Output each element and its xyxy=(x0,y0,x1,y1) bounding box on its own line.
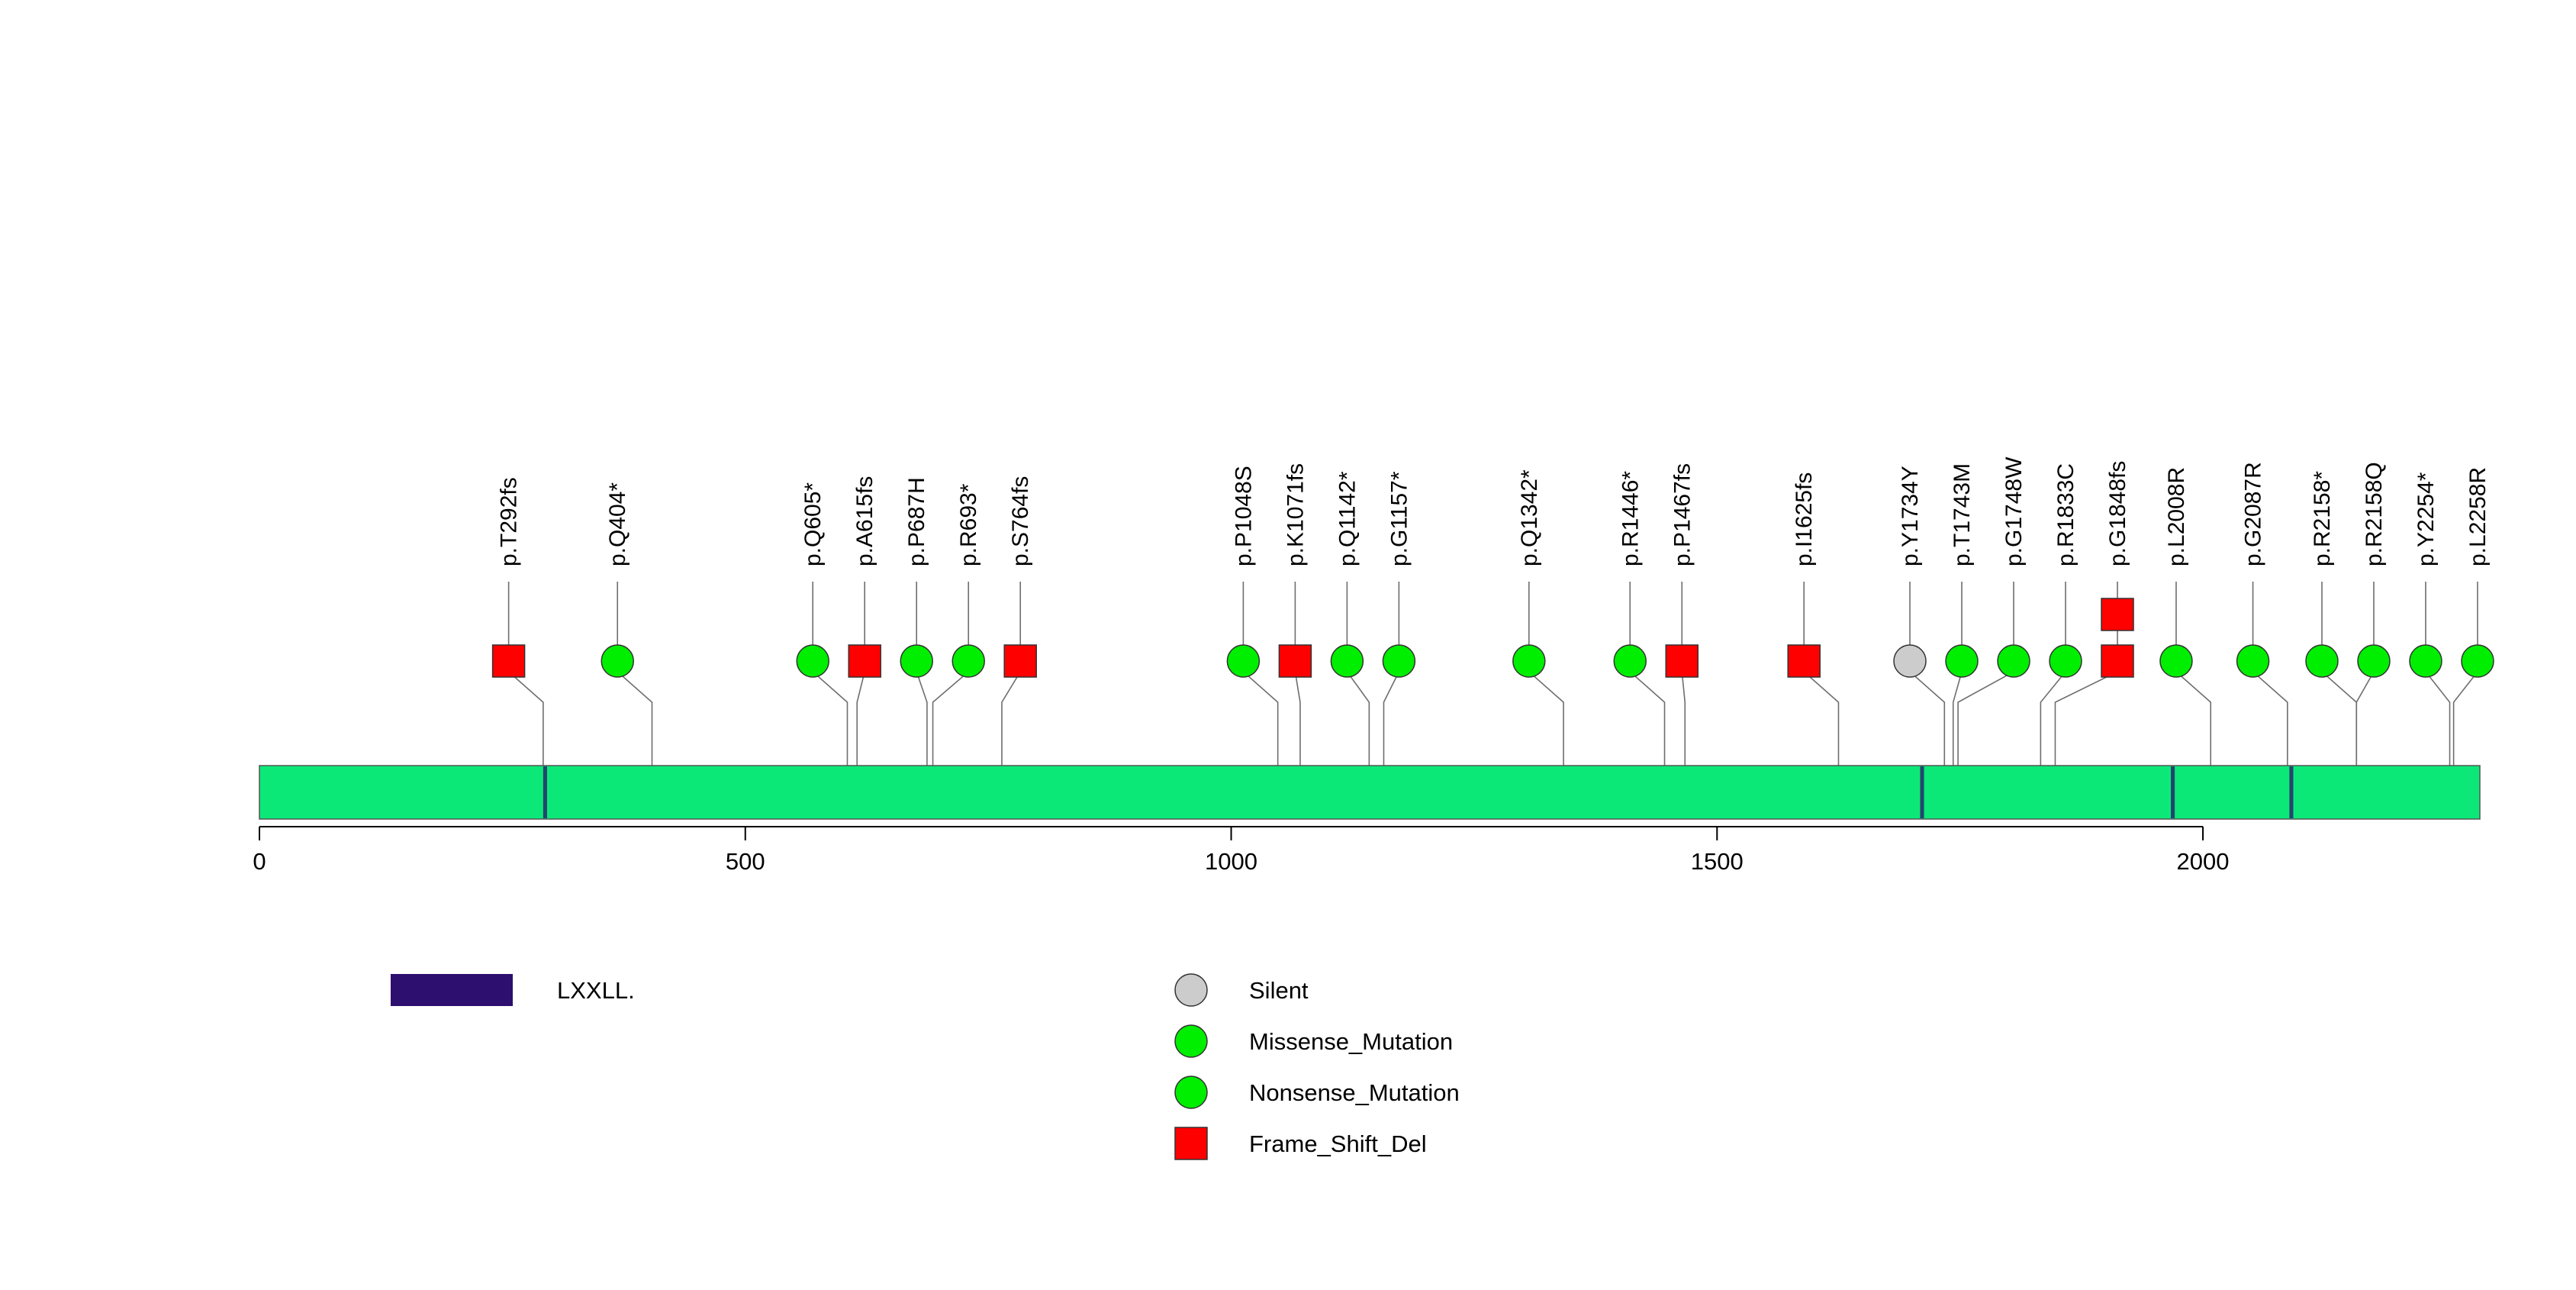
protein-bar xyxy=(259,765,2481,820)
mutation-label: p.R2158* xyxy=(2310,471,2335,566)
domain-0 xyxy=(543,766,547,818)
mutation-marker xyxy=(2101,644,2134,678)
mutation-marker xyxy=(2409,644,2442,678)
mutation-marker xyxy=(601,644,634,678)
x-tick-label: 2000 xyxy=(2177,848,2230,875)
mutation-marker xyxy=(1613,644,1647,678)
mutation-label: p.P1467fs xyxy=(1670,463,1695,566)
x-tick-label: 500 xyxy=(726,848,765,875)
legend-type-swatch xyxy=(1174,1127,1208,1160)
protein-track xyxy=(259,765,2481,820)
mutation-marker xyxy=(2159,644,2193,678)
domain-3 xyxy=(2289,766,2294,818)
mutation-labels: p.T292fs p.Q404* p.Q605* p.A615fs p.P687H p.R… xyxy=(497,456,2491,566)
mutation-marker xyxy=(848,644,881,678)
x-tick-label: 0 xyxy=(253,848,266,875)
mutation-marker xyxy=(1945,644,1979,678)
mutation-label: p.L2008R xyxy=(2164,467,2189,566)
legend-type-label: Nonsense_Mutation xyxy=(1249,1079,1460,1106)
domain-1 xyxy=(1920,766,1924,818)
mutation-marker xyxy=(796,644,829,678)
mutation-marker xyxy=(2461,644,2494,678)
mutation-label: p.K1071fs xyxy=(1283,463,1308,566)
legend-type-label: Silent xyxy=(1249,977,1309,1004)
mutation-marker xyxy=(1330,644,1364,678)
mutation-label: p.G1748W xyxy=(2001,456,2027,566)
x-axis: 0 500 1000 1500 2000 xyxy=(253,826,2230,875)
mutation-marker xyxy=(2357,644,2391,678)
mutation-marker xyxy=(1787,644,1821,678)
mutation-markers xyxy=(491,598,2494,678)
mutation-marker xyxy=(491,644,526,678)
mutation-label: p.G2087R xyxy=(2241,462,2266,566)
mutation-label: p.Q1342* xyxy=(1517,469,1542,566)
legend-type-swatch xyxy=(1174,1024,1208,1058)
mutation-marker xyxy=(2049,644,2082,678)
mutation-label: p.R2158Q xyxy=(2362,462,2387,566)
mutation-marker xyxy=(952,644,985,678)
mutation-marker xyxy=(1226,644,1261,678)
mutation-marker xyxy=(1665,644,1699,678)
mutation-label: p.Q605* xyxy=(800,482,826,566)
mutation-marker xyxy=(1512,644,1546,678)
mutation-label: p.Q1142* xyxy=(1335,471,1360,566)
mutation-label: p.I1625fs xyxy=(1792,472,1817,566)
mutation-label: p.R1833C xyxy=(2053,463,2079,566)
mutation-label: p.G1157* xyxy=(1386,471,1412,566)
mutation-marker xyxy=(900,644,933,678)
x-tick-label: 1000 xyxy=(1205,848,1257,875)
mutation-marker xyxy=(2101,598,2134,631)
legend-type-swatch xyxy=(1174,1076,1208,1109)
mutation-marker xyxy=(1382,644,1416,678)
legend: LXXLL. Silent Missense_Mutation Nonsense_Mu… xyxy=(391,973,1460,1160)
mutation-marker xyxy=(1278,644,1312,678)
mutation-label: p.R693* xyxy=(956,483,981,566)
legend-domain-label: LXXLL. xyxy=(557,977,635,1004)
mutation-label: p.L2258R xyxy=(2465,467,2491,566)
mutation-marker xyxy=(1003,644,1037,678)
mutation-label: p.Q404* xyxy=(605,482,630,566)
mutation-label: p.P687H xyxy=(904,477,929,566)
legend-type-label: Frame_Shift_Del xyxy=(1249,1130,1427,1157)
mutation-label: p.Y1734Y xyxy=(1898,466,1923,566)
mutation-label: p.P1048S xyxy=(1231,466,1256,566)
mutation-label: p.R1446* xyxy=(1618,471,1643,566)
legend-type-label: Missense_Mutation xyxy=(1249,1028,1453,1055)
mutation-label: p.G1848fs xyxy=(2105,461,2130,566)
mutation-label: p.Y2254* xyxy=(2413,472,2439,566)
mutation-label: p.T1743M xyxy=(1950,463,1975,566)
mutation-marker xyxy=(2236,644,2270,678)
mutation-label: p.A615fs xyxy=(852,476,877,566)
mutation-marker xyxy=(1997,644,2030,678)
mutation-label: p.T292fs xyxy=(497,477,522,566)
legend-domain-swatch xyxy=(391,974,513,1006)
mutation-marker xyxy=(1893,644,1927,678)
x-tick-label: 1500 xyxy=(1691,848,1744,875)
mutation-marker xyxy=(2305,644,2339,678)
domain-2 xyxy=(2171,766,2175,818)
mutation-label: p.S764fs xyxy=(1008,476,1033,566)
legend-type-swatch xyxy=(1174,973,1208,1007)
